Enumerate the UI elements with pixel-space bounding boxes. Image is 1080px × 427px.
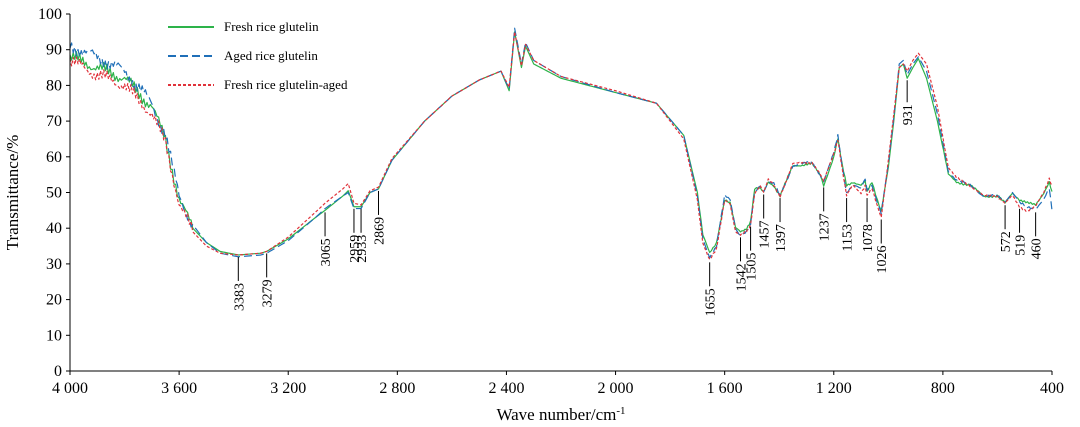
peak-label: 2933 xyxy=(355,235,370,263)
legend-label-0: Fresh rice glutelin xyxy=(224,19,319,34)
x-tick-label: 1 600 xyxy=(707,380,743,397)
x-tick-label: 1 200 xyxy=(816,380,852,397)
series-line-2 xyxy=(69,31,1053,260)
legend-label-1: Aged rice glutelin xyxy=(224,48,318,63)
x-tick-label: 800 xyxy=(931,380,955,397)
peak-label: 1505 xyxy=(745,253,760,281)
x-tick-label: 2 800 xyxy=(379,380,415,397)
x-tick-label: 400 xyxy=(1040,380,1064,397)
x-axis-title-superscript: -1 xyxy=(616,405,625,417)
y-tick-label: 70 xyxy=(46,113,62,130)
x-tick-label: 2 400 xyxy=(488,380,524,397)
x-tick-label: 4 000 xyxy=(52,380,88,397)
y-tick-label: 40 xyxy=(46,220,62,237)
x-axis: 4 000 3 600 3 200 2 800 2 400 2 000 1 600 1 200… xyxy=(52,370,1064,397)
y-axis: 0 10 20 30 40 50 60 70 80 90 100 xyxy=(38,6,71,380)
series-line-1 xyxy=(69,27,1053,259)
peak-label: 931 xyxy=(901,104,916,125)
y-tick-label: 90 xyxy=(46,42,62,59)
x-tick-label: 3 600 xyxy=(161,380,197,397)
y-tick-label: 80 xyxy=(46,77,62,94)
peak-label: 1542 xyxy=(734,263,749,291)
peak-label: 1457 xyxy=(758,221,773,249)
peak-label: 3279 xyxy=(261,279,276,307)
legend-label-2: Fresh rice glutelin-aged xyxy=(224,77,348,92)
y-tick-label: 30 xyxy=(46,256,62,273)
x-axis-title: Wave number/cm-1 xyxy=(496,405,625,424)
peak-label: 2959 xyxy=(348,235,363,263)
peak-label: 1655 xyxy=(704,288,719,316)
peak-label: 3065 xyxy=(319,238,334,266)
peak-label: 2869 xyxy=(373,217,388,245)
peak-label: 1397 xyxy=(774,224,789,252)
y-tick-label: 10 xyxy=(46,327,62,344)
y-tick-label: 50 xyxy=(46,185,62,202)
peak-label: 519 xyxy=(1014,235,1029,256)
y-tick-label: 20 xyxy=(46,292,62,309)
x-tick-label: 2 000 xyxy=(598,380,634,397)
peak-label: 3383 xyxy=(232,283,247,311)
plot-area xyxy=(69,27,1053,260)
legend: Fresh rice glutelin Aged rice glutelin Fre… xyxy=(168,19,348,92)
peak-label: 572 xyxy=(999,231,1014,252)
peak-label: 1237 xyxy=(818,213,833,241)
x-axis-title-main: Wave number/cm xyxy=(496,405,616,424)
x-tick-label: 3 200 xyxy=(270,380,306,397)
peak-label: 460 xyxy=(1030,238,1045,259)
peak-label: 1078 xyxy=(861,224,876,252)
y-tick-label: 100 xyxy=(38,6,62,23)
y-tick-label: 0 xyxy=(54,363,62,380)
peak-label: 1153 xyxy=(841,224,856,251)
y-axis-title: Transmittance/% xyxy=(3,135,22,251)
y-tick-label: 60 xyxy=(46,149,62,166)
peak-label: 1026 xyxy=(875,245,890,273)
